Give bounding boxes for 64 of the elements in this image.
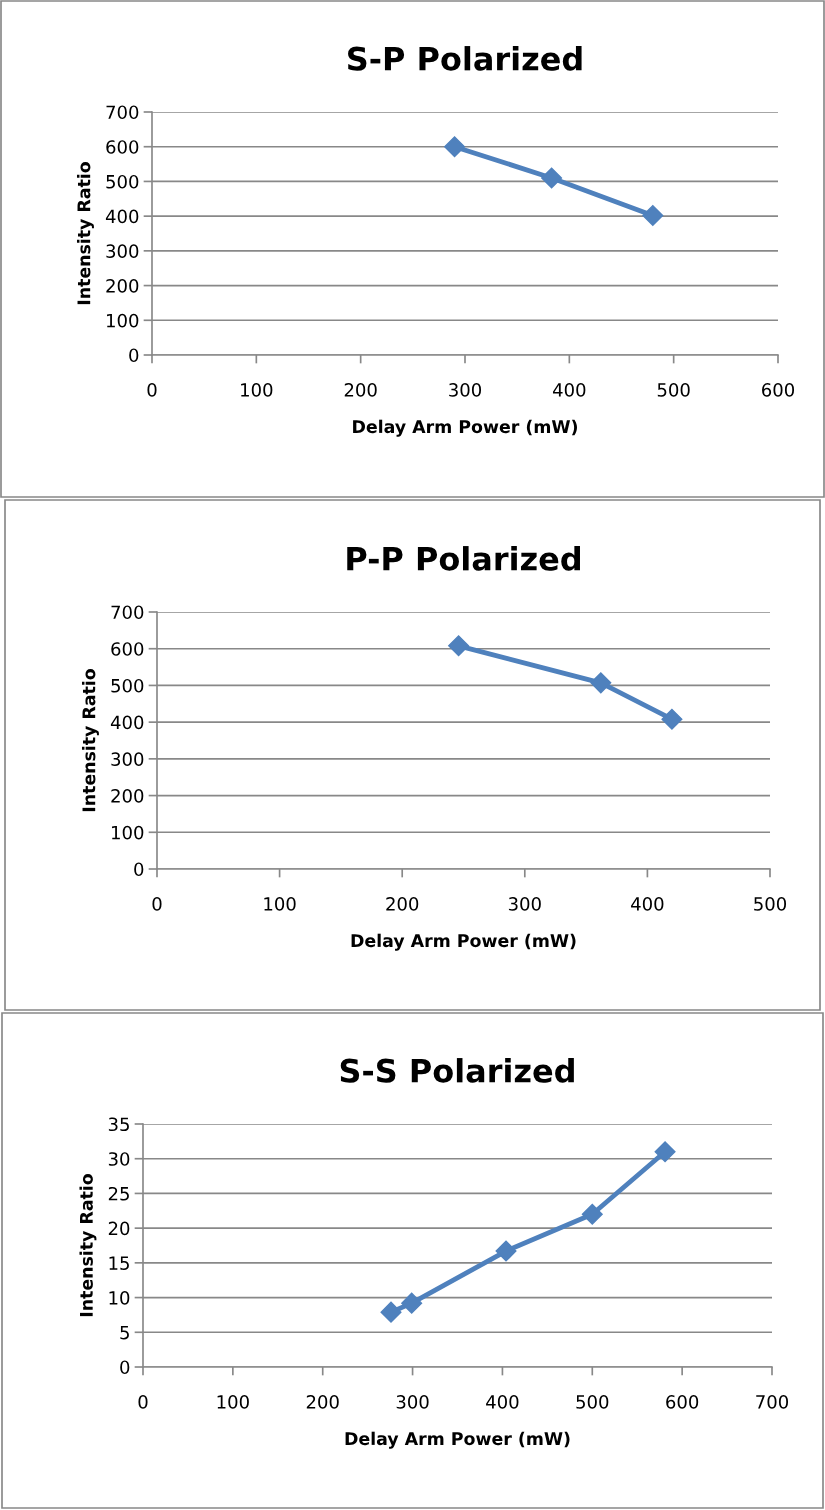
x-tick-label: 300 (508, 897, 541, 911)
y-tick-label: 5 (120, 1325, 129, 1340)
point (380, 1301, 402, 1323)
point (661, 708, 683, 730)
y-tick-label: 700 (106, 105, 139, 120)
y-tick-label: 300 (106, 244, 139, 258)
y-tick-label: 200 (111, 789, 144, 803)
chart-title: S-S Polarized (340, 1058, 574, 1083)
x-tick-label: 300 (449, 383, 482, 397)
point (642, 204, 664, 226)
y-axis-title: Intensity Ratio (79, 1174, 97, 1317)
y-tick-label: 600 (111, 642, 144, 656)
y-tick-label: 100 (107, 313, 139, 328)
x-tick-label: 500 (576, 1395, 609, 1409)
x-tick-label: 100 (264, 897, 296, 911)
chart-title: P-P Polarized (347, 546, 580, 571)
x-axis-title: Delay Arm Power (mW) (345, 1431, 570, 1449)
x-tick-label: 600 (666, 1395, 699, 1409)
point (495, 1240, 517, 1262)
chart-title: S-P Polarized (348, 46, 582, 71)
y-tick-label: 300 (111, 752, 144, 766)
y-tick-label: 0 (129, 348, 139, 363)
x-tick-label: 200 (306, 1395, 339, 1409)
point (581, 1203, 603, 1225)
x-tick-label: 400 (486, 1395, 519, 1409)
y-tick-label: 25 (108, 1186, 129, 1201)
x-tick-label: 500 (657, 383, 690, 397)
y-tick-label: 10 (109, 1291, 130, 1305)
y-tick-label: 200 (106, 279, 139, 293)
y-axis-title: Intensity Ratio (81, 669, 99, 812)
y-tick-label: 0 (134, 862, 144, 877)
y-axis-title: Intensity Ratio (76, 162, 94, 305)
point (590, 672, 612, 694)
x-tick-label: 100 (217, 1395, 249, 1409)
x-tick-label: 600 (762, 383, 795, 397)
point (541, 167, 563, 189)
x-axis-title: Delay Arm Power (mW) (353, 419, 577, 437)
y-tick-label: 30 (108, 1152, 130, 1166)
y-tick-label: 500 (111, 678, 144, 693)
y-tick-label: 700 (111, 605, 144, 620)
y-tick-label: 400 (105, 209, 139, 224)
x-axis-title: Delay Arm Power (mW) (351, 933, 576, 951)
point (448, 635, 470, 657)
point (654, 1141, 676, 1163)
x-tick-label: 500 (754, 897, 787, 911)
y-tick-label: 15 (109, 1256, 129, 1270)
x-tick-label: 0 (152, 897, 162, 911)
point (401, 1292, 423, 1314)
y-tick-label: 100 (112, 825, 144, 840)
x-tick-label: 300 (396, 1395, 429, 1409)
x-tick-label: 400 (552, 383, 586, 397)
y-tick-label: 600 (106, 140, 139, 154)
x-tick-label: 700 (756, 1395, 789, 1409)
y-tick-label: 500 (106, 174, 139, 189)
y-tick-label: 400 (110, 715, 144, 730)
x-tick-label: 400 (631, 897, 664, 911)
x-tick-label: 100 (241, 383, 273, 397)
y-tick-label: 35 (108, 1117, 129, 1132)
point (444, 136, 466, 158)
x-tick-label: 0 (147, 383, 157, 397)
x-tick-label: 200 (386, 897, 419, 911)
y-tick-label: 20 (108, 1221, 130, 1236)
y-tick-label: 0 (120, 1360, 130, 1375)
x-tick-label: 200 (344, 383, 377, 397)
